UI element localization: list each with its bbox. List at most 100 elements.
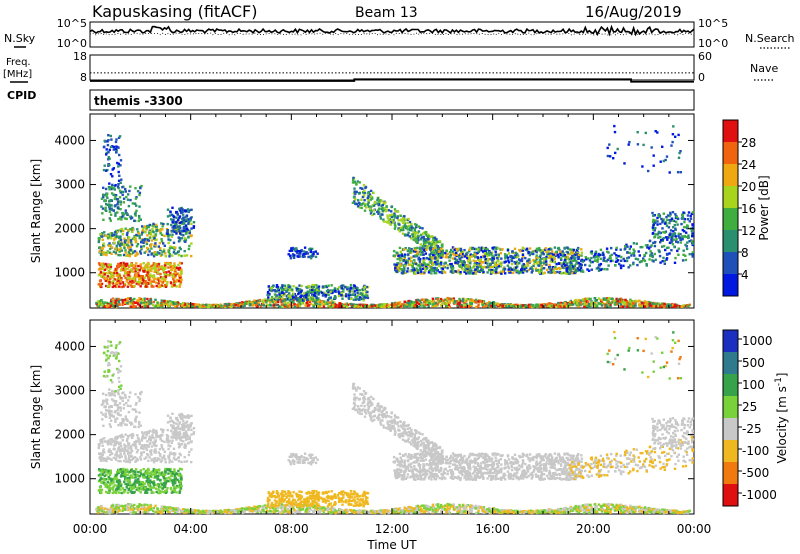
power-echo-cell [433, 254, 436, 257]
power-echo-cell [135, 233, 138, 237]
power-echo-cell [359, 186, 362, 190]
power-echo-cell [107, 134, 110, 137]
power-echo-cell [544, 303, 547, 306]
power-echo-cell [658, 236, 662, 239]
power-echo-cell [102, 196, 105, 199]
power-echo-cell [486, 257, 489, 261]
power-echo-cell [423, 232, 426, 235]
power-echo-cell [436, 299, 440, 302]
power-echo-cell [184, 238, 188, 242]
power-echo-cell [117, 146, 120, 149]
power-echo-cell [624, 247, 627, 250]
power-echo-cell [359, 298, 362, 301]
power-echo-cell [402, 264, 405, 267]
power-echo-cell [354, 305, 358, 308]
power-echo-cell [407, 224, 411, 228]
power-echo-cell [123, 274, 126, 278]
power-echo-cell [457, 247, 460, 251]
power-echo-cell [381, 210, 384, 213]
power-echo-cell [365, 285, 368, 289]
power-echo-cell [110, 208, 114, 212]
power-echo-cell [291, 294, 294, 297]
power-echo-cell [178, 221, 182, 225]
power-echo-cell [593, 304, 596, 308]
power-echo-cell [188, 232, 191, 235]
power-echo-cell [463, 248, 466, 252]
power-echo-cell [687, 304, 690, 307]
power-echo-cell [118, 244, 122, 247]
power-echo-cell [571, 265, 575, 268]
power-echo-cell [504, 272, 507, 275]
power-echo-cell [545, 303, 549, 306]
power-echo-cell [98, 246, 101, 249]
power-echo-cell [376, 210, 379, 214]
power-echo-cell [369, 189, 373, 193]
power-echo-cell [179, 274, 182, 277]
power-echo-cell [99, 268, 102, 271]
power-echo-cell [180, 221, 183, 224]
power-echo-cell [619, 264, 622, 267]
power-echo-cell [95, 301, 98, 305]
power-echo-cell [125, 233, 129, 236]
power-echo-cell [619, 300, 622, 303]
power-echo-cell [656, 304, 660, 307]
power-echo-cell [179, 270, 183, 273]
power-echo-cell [175, 302, 178, 305]
power-echo-cell [670, 236, 673, 239]
power-echo-cell [125, 271, 128, 275]
power-echo-cell [497, 255, 500, 258]
power-echo-cell [164, 261, 167, 265]
power-echo-cell [411, 235, 415, 238]
power-echo-cell [398, 254, 401, 257]
power-echo-cell [139, 218, 142, 221]
power-echo-cell [143, 282, 146, 285]
power-echo-cell [181, 302, 185, 305]
power-echo-cell [134, 305, 137, 308]
power-echo-cell [128, 189, 131, 193]
power-echo-cell [422, 257, 425, 260]
power-echo-cell [259, 304, 263, 308]
power-echo-cell [633, 250, 636, 253]
power-echo-cell [679, 233, 682, 236]
power-echo-cell [398, 223, 401, 226]
power-echo-cell [377, 209, 380, 212]
power-echo-cell [654, 219, 657, 222]
power-echo-cell [553, 257, 556, 261]
power-echo-cell [108, 251, 112, 254]
power-echo-cell [635, 242, 638, 245]
power-echo-cell [548, 267, 551, 270]
power-echo-cell [499, 270, 503, 273]
power-echo-cell [104, 169, 108, 172]
power-echo-cell [575, 304, 578, 307]
power-echo-cell [572, 248, 576, 252]
power-echo-cell [399, 263, 402, 266]
power-echo-cell [158, 266, 161, 269]
power-echo-cell [468, 256, 471, 260]
power-echo-cell [624, 298, 627, 302]
power-echo-cell [356, 180, 359, 183]
power-echo-cell [480, 246, 483, 249]
power-echo-cell [337, 290, 340, 293]
power-echo-cell [306, 290, 309, 293]
power-echo-cell [425, 248, 428, 252]
power-echo-cell [369, 212, 373, 215]
power-echo-cell [498, 262, 501, 265]
power-echo-cell [341, 297, 344, 300]
power-echo-cell [669, 232, 672, 235]
power-echo-cell [97, 268, 101, 271]
power-echo-cell [105, 209, 108, 212]
power-echo-cell [669, 219, 672, 222]
power-echo-cell [527, 268, 530, 272]
power-echo-cell [475, 262, 478, 266]
power-echo-cell [574, 268, 577, 272]
power-echo-cell [636, 258, 640, 261]
power-echo-cell [320, 301, 324, 304]
power-echo-cell [267, 296, 270, 299]
power-echo-cell [526, 249, 529, 252]
power-echo-cell [437, 256, 440, 260]
power-echo-cell [172, 241, 176, 244]
power-echo-cell [587, 257, 590, 260]
power-echo-cell [137, 299, 141, 302]
power-echo-cell [496, 256, 499, 260]
power-echo-cell [106, 235, 109, 238]
